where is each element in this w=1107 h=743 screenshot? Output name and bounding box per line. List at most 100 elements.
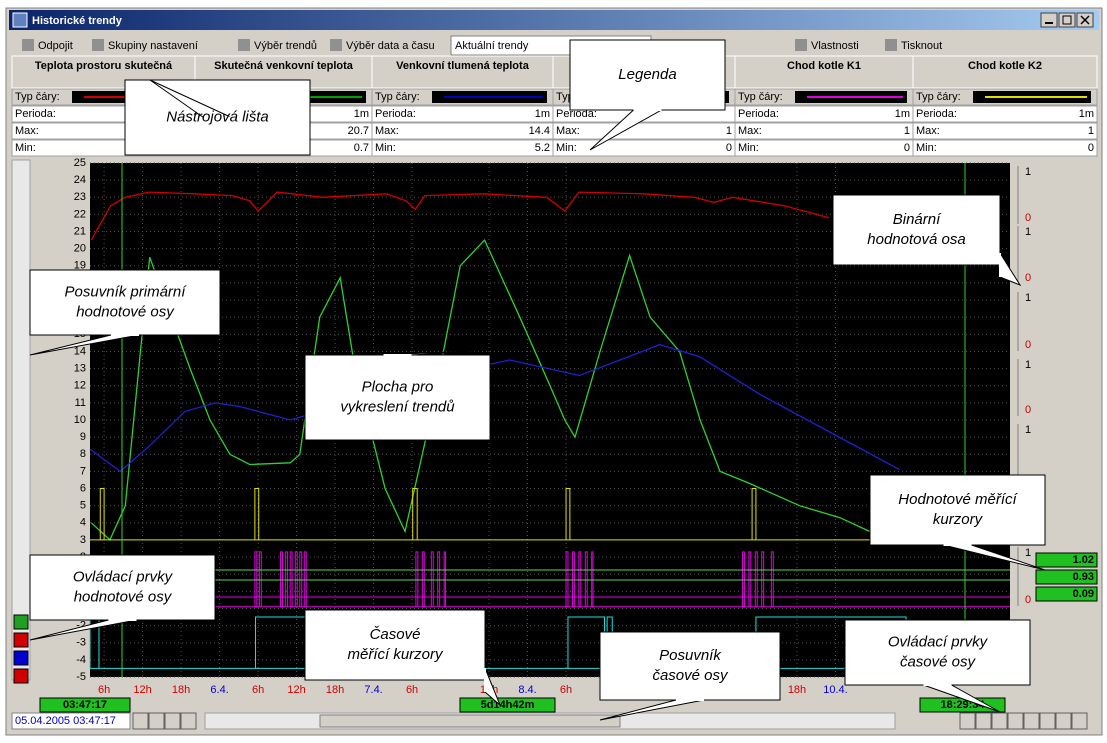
- trend-line: [90, 238, 870, 541]
- binary-pulse: [254, 488, 260, 540]
- time-axis-control[interactable]: [1023, 712, 1040, 730]
- binary-pulse: [289, 551, 293, 607]
- y-tick-label: 7: [80, 465, 86, 477]
- x-tick-label: 7.4.: [364, 684, 382, 696]
- value-cursor-box: [1035, 569, 1098, 585]
- binary-pulse: [754, 551, 758, 607]
- legend-row-label: Perioda:: [15, 108, 56, 120]
- value-cursor-box: [1035, 586, 1098, 602]
- window-title: Historické trendy: [32, 15, 123, 27]
- time-axis-control[interactable]: [1007, 712, 1024, 730]
- y-tick-label: 5: [80, 500, 86, 512]
- binary-pulse: [421, 551, 425, 607]
- time-axis-control[interactable]: [991, 712, 1008, 730]
- binary-pulse: [258, 551, 262, 607]
- callout-box: [304, 609, 486, 681]
- binary-pulse: [285, 551, 289, 607]
- callout-text: měřící kurzory: [347, 646, 444, 663]
- legend-name: Teplota prostoru skutečná: [35, 60, 173, 72]
- toolbar-button[interactable]: Výběr data a času: [346, 40, 435, 52]
- legend-cell: [371, 122, 554, 140]
- legend-cell: [912, 139, 1098, 157]
- legend-row-label: Max:: [15, 125, 39, 137]
- value-cursor-label: 0.93: [1073, 571, 1094, 583]
- callout-text: Plocha pro: [362, 378, 434, 395]
- legend-row-label: Min:: [738, 142, 759, 154]
- binary-axis-label: 1: [1025, 424, 1031, 436]
- callout-box: [569, 39, 726, 111]
- binary-pulse: [571, 551, 575, 607]
- time-axis-control[interactable]: [1055, 712, 1072, 730]
- scroll-thumb[interactable]: [319, 714, 621, 728]
- legend-name: Chod kotle K1: [787, 60, 861, 72]
- callout-box: [29, 554, 216, 621]
- x-tick-label: 8.4.: [518, 684, 536, 696]
- y-tick-label: 10: [74, 414, 86, 426]
- callout-text: Hodnotové měřící: [898, 491, 1018, 508]
- toolbar-icon: [92, 39, 104, 51]
- x-tick-label: 6.4.: [210, 684, 228, 696]
- toolbar-icon: [795, 39, 807, 51]
- time-axis-control[interactable]: [1039, 712, 1056, 730]
- value-axis-scrollbar[interactable]: [11, 159, 31, 681]
- legend-row-label: Typ čáry:: [15, 91, 60, 103]
- y-tick-label: 12: [74, 380, 86, 392]
- legend-value: 20.7: [348, 125, 369, 137]
- time-axis-control[interactable]: [180, 712, 197, 730]
- y-tick-label: 8: [80, 448, 86, 460]
- binary-pulse: [443, 551, 446, 607]
- legend-row-label: Min:: [15, 142, 36, 154]
- y-tick-label: 13: [74, 363, 86, 375]
- toolbar-button[interactable]: Skupiny nastavení: [108, 40, 198, 52]
- callout-text: Posuvník: [659, 647, 722, 664]
- legend-row-label: Max:: [916, 125, 940, 137]
- maximize-button[interactable]: [1058, 12, 1076, 28]
- binary-pulse: [280, 551, 283, 607]
- x-tick-label: 6h: [98, 684, 110, 696]
- binary-pulse: [412, 488, 418, 540]
- toolbar-button[interactable]: Výběr trendů: [254, 40, 317, 52]
- time-cursor-box: [459, 697, 556, 713]
- time-axis-control[interactable]: [148, 712, 165, 730]
- y-tick-label: 14: [74, 345, 86, 357]
- time-axis-control[interactable]: [164, 712, 181, 730]
- toolbar-icon: [330, 39, 342, 51]
- legend-row-label: Max:: [375, 125, 399, 137]
- callout-text: časové osy: [652, 667, 729, 684]
- legend-value: 0.7: [354, 142, 369, 154]
- value-axis-control[interactable]: [13, 614, 29, 630]
- legend-value: 1m: [895, 108, 910, 120]
- time-axis-control[interactable]: [1071, 712, 1088, 730]
- legend-header: [371, 55, 554, 89]
- legend-row-label: Max:: [556, 125, 580, 137]
- legend-cell: [371, 139, 554, 157]
- value-axis-control[interactable]: [13, 668, 29, 684]
- callout-box: [832, 194, 1001, 266]
- toolbar-button[interactable]: Odpojit: [38, 40, 73, 52]
- legend-row-label: Perioda:: [738, 108, 779, 120]
- binary-pulse: [565, 551, 569, 607]
- y-tick-label: 6: [80, 482, 86, 494]
- value-axis-control[interactable]: [13, 632, 29, 648]
- callout-box: [304, 354, 491, 441]
- x-tick-label: 18h: [326, 684, 344, 696]
- binary-axis-label: 1: [1025, 547, 1031, 559]
- legend-row-label: Min:: [556, 142, 577, 154]
- time-axis-control[interactable]: [132, 712, 149, 730]
- value-axis-control[interactable]: [13, 650, 29, 666]
- legend-name: Skutečná venkovní teplota: [214, 60, 354, 72]
- toolbar-icon: [238, 39, 250, 51]
- binary-pulse: [591, 551, 594, 607]
- toolbar-button[interactable]: Vlastnosti: [811, 40, 859, 52]
- legend-cell: [912, 105, 1098, 123]
- value-cursor-label: 0.09: [1073, 588, 1094, 600]
- toolbar-button[interactable]: Tisknout: [901, 40, 942, 52]
- minimize-button[interactable]: [1040, 12, 1058, 28]
- time-axis-control[interactable]: [959, 712, 976, 730]
- y-tick-label: 24: [74, 174, 86, 186]
- binary-axis-label: 1: [1025, 226, 1031, 238]
- binary-pulse: [565, 488, 571, 540]
- time-axis-control[interactable]: [975, 712, 992, 730]
